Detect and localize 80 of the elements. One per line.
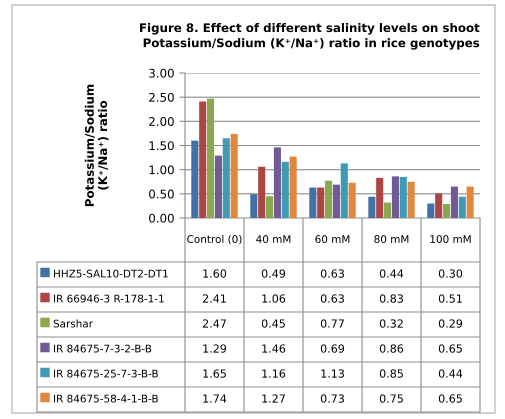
chart-title: Figure 8. Effect of different salinity levels on shoot Potassium/Sodium (K⁺/Na⁺) ratio in rice genotypes: [140, 23, 480, 50]
data-label: 0.85: [380, 369, 403, 378]
bar: [400, 176, 407, 218]
bar: [376, 178, 384, 218]
bar: [458, 196, 466, 218]
x-tick-label: Control (0): [187, 234, 242, 244]
bar: [191, 140, 198, 218]
bar: [427, 204, 434, 218]
x-tick-label: 40 mM: [256, 235, 290, 244]
data-label: 0.30: [438, 269, 462, 278]
data-label: 1.74: [203, 394, 226, 403]
legend-label: IR 84675-58-4-1-B-B: [54, 394, 158, 403]
data-label: 0.69: [320, 344, 344, 353]
data-label: 0.51: [438, 294, 462, 303]
y-tick-label: 1.50: [150, 141, 174, 150]
bar: [274, 147, 281, 218]
x-tick-label: 60 mM: [315, 235, 350, 244]
data-label: 0.77: [320, 319, 344, 328]
data-label: 0.32: [380, 319, 403, 328]
bar: [384, 202, 392, 218]
bar: [435, 193, 442, 218]
data-label: 1.29: [203, 344, 226, 353]
legend-label: HHZ5-SAL10-DT2-DT1: [54, 270, 168, 278]
bar: [282, 162, 289, 218]
y-tick-label: 2.00: [149, 117, 174, 126]
data-label: 0.63: [320, 269, 344, 278]
data-label: 0.63: [320, 294, 344, 303]
bar: [309, 188, 316, 218]
bar: [466, 186, 474, 218]
data-label: 1.27: [262, 394, 285, 403]
bar: [325, 180, 332, 218]
bar: [207, 98, 214, 218]
data-label: 0.65: [438, 394, 462, 403]
data-label: 1.60: [203, 269, 226, 278]
x-tick-label: 100 mM: [430, 235, 471, 244]
legend-label: Sarshar: [54, 319, 93, 328]
data-label: 2.47: [202, 319, 226, 328]
data-label: 0.44: [380, 269, 404, 278]
bar: [450, 186, 458, 218]
y-axis-title: Potassium/Sodium (K⁺/Na⁺) ratio: [84, 84, 109, 206]
bar: [214, 156, 222, 218]
y-tick-label: 1.00: [150, 165, 174, 174]
data-label: 2.41: [202, 294, 226, 303]
legend-label: IR 84675-7-3-2-B-B: [54, 344, 152, 353]
bar: [368, 196, 376, 218]
data-label: 0.83: [380, 294, 403, 303]
data-label: 0.65: [438, 344, 462, 353]
legend-label: IR 66946-3 R-178-1-1: [54, 294, 164, 303]
data-label: 1.13: [321, 369, 344, 378]
bar: [199, 102, 206, 218]
legend-label: IR 84675-25-7-3-B-B: [54, 370, 158, 378]
bar: [250, 194, 258, 218]
y-tick-label: 3.00: [149, 68, 174, 78]
x-tick-label: 80 mM: [374, 235, 408, 244]
bar: [230, 134, 238, 218]
bar: [317, 188, 324, 218]
bar: [222, 138, 230, 218]
data-label: 1.06: [262, 294, 286, 303]
data-label: 0.29: [438, 319, 462, 328]
data-label: 0.45: [262, 319, 285, 328]
bar: [340, 163, 348, 218]
bar: [392, 176, 399, 218]
bar: [258, 166, 266, 218]
y-tick-label: 0.50: [149, 190, 174, 198]
bar: [443, 204, 450, 218]
data-label: 1.65: [203, 369, 226, 378]
bar: [332, 184, 340, 218]
bar: [408, 182, 415, 218]
y-tick-label: 2.50: [149, 92, 174, 102]
bar: [290, 156, 297, 218]
bar: [348, 182, 356, 218]
data-label: 0.75: [380, 394, 403, 403]
data-label: 0.44: [438, 369, 462, 378]
data-label: 1.16: [262, 369, 286, 378]
y-tick-label: 0.00: [149, 214, 174, 223]
data-label: 0.73: [320, 394, 344, 403]
data-label: 0.86: [380, 344, 404, 353]
data-label: 0.49: [262, 269, 286, 278]
bar: [266, 196, 274, 218]
data-label: 1.46: [262, 344, 286, 353]
